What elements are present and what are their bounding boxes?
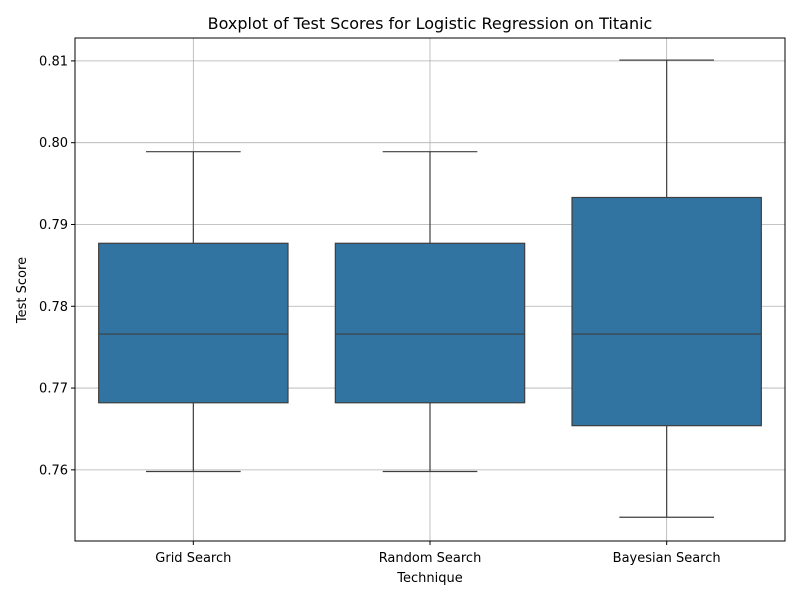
y-tick-label: 0.81 [39, 54, 68, 69]
tick-layer: 0.76 0.77 0.78 0.79 0.80 0.81 Grid Search Rando… [39, 54, 721, 566]
x-tick-label: Bayesian Search [613, 551, 721, 566]
x-tick-label: Grid Search [155, 551, 231, 566]
y-tick-label: 0.80 [39, 136, 68, 151]
iqr-box [98, 242, 289, 404]
box-layer [98, 59, 762, 518]
x-tick-label: Random Search [379, 551, 482, 566]
x-axis-label: Technique [396, 571, 462, 586]
y-axis-label: Test Score [15, 257, 30, 324]
y-tick-label: 0.76 [39, 463, 68, 478]
iqr-box [571, 196, 762, 427]
chart-title: Boxplot of Test Scores for Logistic Regr… [208, 14, 653, 33]
y-tick-label: 0.79 [39, 218, 68, 233]
y-tick-label: 0.78 [39, 300, 68, 315]
y-tick-label: 0.77 [39, 382, 68, 397]
iqr-box [334, 242, 526, 404]
